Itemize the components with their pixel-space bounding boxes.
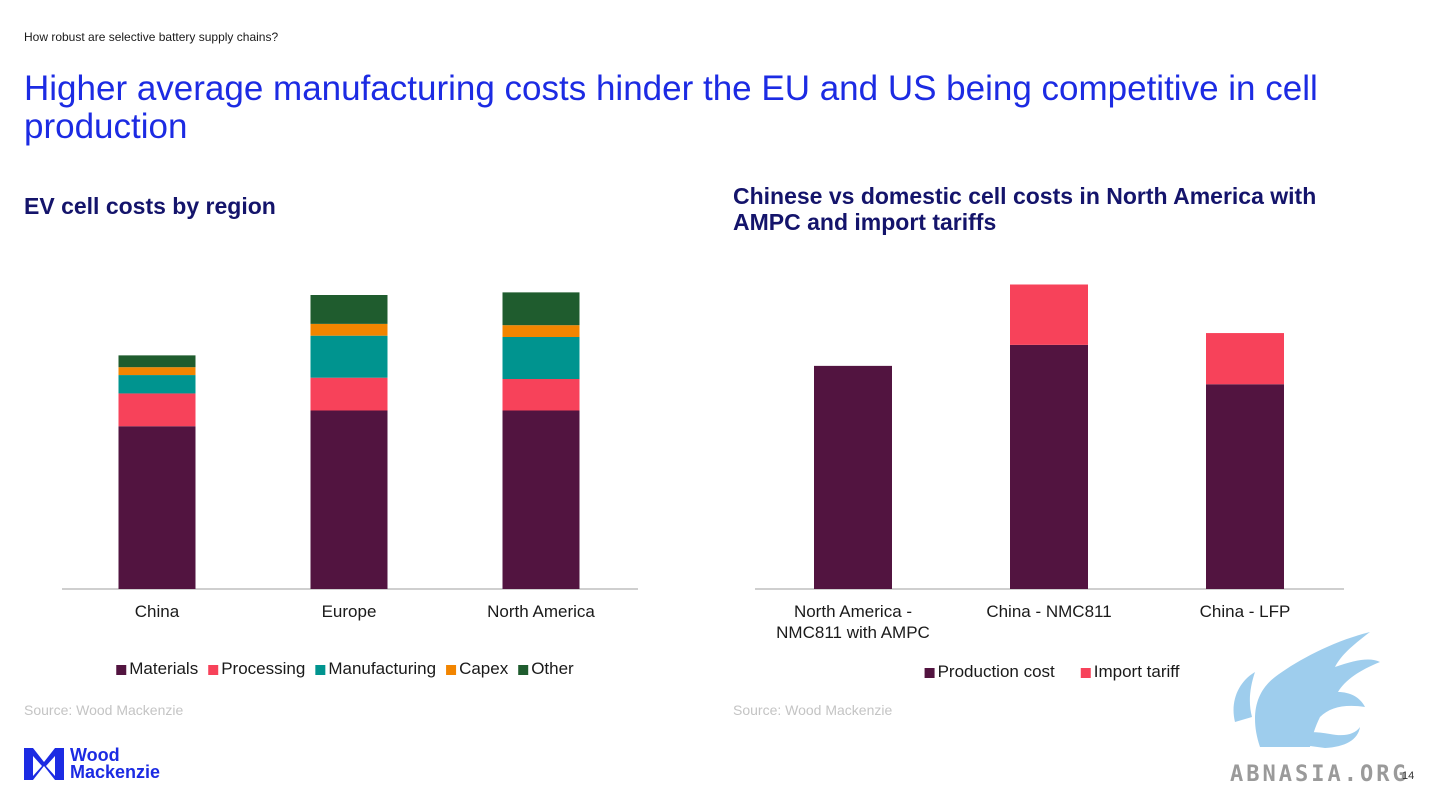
bar-segment-manufacturing-china [118,375,196,394]
logo-line-2: Mackenzie [70,762,161,782]
bar-segment-manufacturing-europe [310,335,388,378]
bar-segment-materials-china [118,426,196,589]
bar-segment-manufacturing-north-america [502,337,580,379]
bar-segment-processing-north-america [502,379,580,411]
griffin-watermark-icon [1233,632,1380,748]
left-chart-source: Source: Wood Mackenzie [24,702,184,718]
x-tick-label-europe: Europe [322,602,377,621]
bar-segment-materials-north-america [502,410,580,589]
x-tick-label-china-nmc811: China - NMC811 [986,602,1111,621]
page-title: Higher average manufacturing costs hinde… [24,69,1318,146]
legend-label-production-cost: Production cost [938,662,1055,681]
bar-segment-production-cost-north-america-nmc811-with-ampc [814,365,892,589]
left-chart-title: EV cell costs by region [24,193,276,219]
bar-segment-import-tariff-china-nmc811 [1010,284,1088,345]
bar-segment-production-cost-china-nmc811 [1010,344,1088,589]
right-chart-source: Source: Wood Mackenzie [733,702,893,718]
wood-mackenzie-logo-icon [24,748,64,780]
legend-swatch-processing [208,665,219,675]
bar-segment-other-china [118,355,196,368]
legend-swatch-manufacturing [315,665,326,675]
bar-segment-materials-europe [310,410,388,589]
bar-segment-other-europe [310,295,388,324]
chart-legend: Materials Processing Manufacturing Capex Oth… [116,659,574,678]
watermark-text: ABNASIA.ORG [1230,762,1409,787]
page-number: 14 [1402,770,1415,782]
legend-swatch-materials [116,665,127,675]
bar-segment-processing-europe [310,377,388,411]
x-tick-label-north-america: North America [487,602,595,621]
logo-line-1: Wood [70,745,120,765]
bar-segment-processing-china [118,393,196,427]
logo-wordmark: Wood Mackenzie [70,745,161,782]
bar-segment-capex-europe [310,323,388,336]
bar-segment-capex-north-america [502,325,580,337]
section-eyebrow: How robust are selective battery supply … [24,30,279,44]
legend-label-import-tariff: Import tariff [1094,662,1180,681]
x-tick-label-north-america-nmc811-with-ampc: North America -NMC811 with AMPC [776,602,930,642]
legend-swatch-capex [446,665,457,675]
legend-swatch-production-cost [924,668,935,678]
cell-costs-north-america-chart: North America -NMC811 with AMPC China - N… [755,284,1344,681]
legend-label-other: Other [531,659,574,678]
legend-label-capex: Capex [459,659,509,678]
legend-label-processing: Processing [221,659,305,678]
bar-segment-capex-china [118,367,196,376]
legend-swatch-other [518,665,529,675]
chart-legend: Production cost Import tariff [924,662,1180,681]
bar-segment-other-north-america [502,292,580,326]
ev-cell-costs-chart: China Europe North America Materials Process… [62,292,638,678]
legend-label-materials: Materials [129,659,198,678]
x-tick-label-china-lfp: China - LFP [1200,602,1291,621]
legend-swatch-import-tariff [1080,668,1091,678]
x-tick-label-china: China [135,602,180,621]
bar-segment-import-tariff-china-lfp [1206,333,1284,385]
bar-segment-production-cost-china-lfp [1206,384,1284,589]
right-chart-title: Chinese vs domestic cell costs in North … [733,183,1317,235]
legend-label-manufacturing: Manufacturing [328,659,436,678]
